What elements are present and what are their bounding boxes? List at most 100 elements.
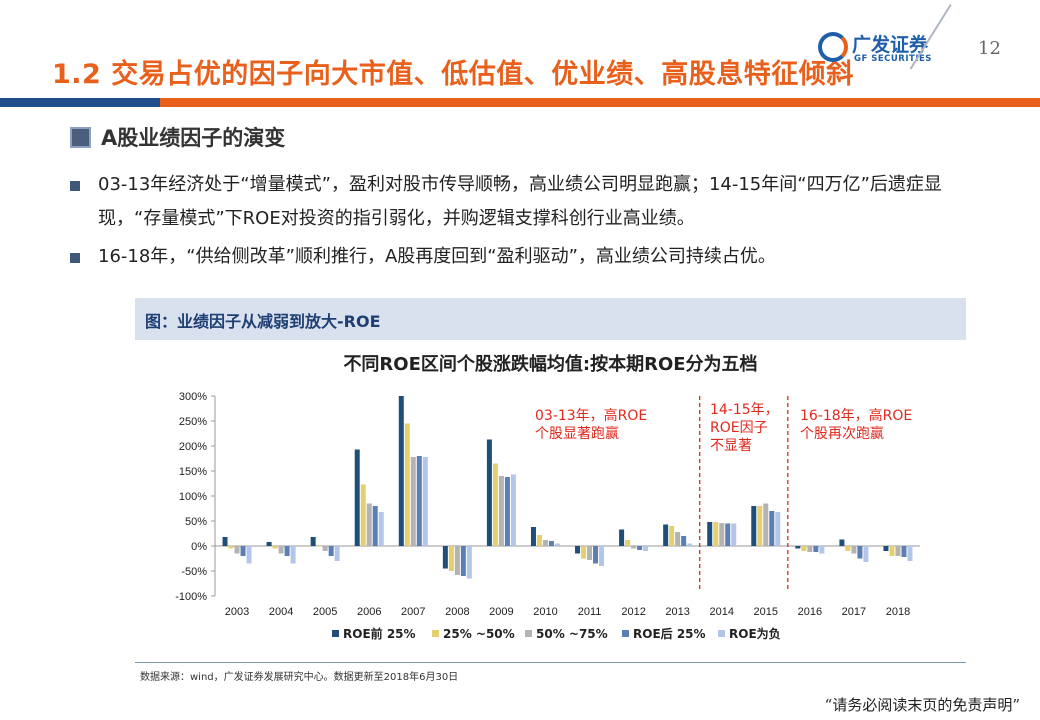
x-tick-label: 2013	[665, 606, 689, 618]
bar	[763, 503, 769, 546]
bar	[889, 546, 895, 556]
bar	[707, 522, 713, 546]
bar	[625, 540, 631, 546]
bar	[599, 546, 605, 566]
y-tick-label: 50%	[185, 516, 207, 528]
bar	[498, 476, 504, 546]
x-tick-label: 2011	[578, 606, 602, 618]
legend-label: 25% ~50%	[443, 627, 515, 641]
section-square-icon	[70, 126, 91, 148]
bar	[851, 546, 857, 554]
bar	[246, 546, 252, 564]
bar	[422, 457, 428, 546]
bar	[466, 546, 472, 579]
y-tick-label: -100%	[175, 591, 207, 603]
bullet-text: 16-18年，“供给侧改革”顺利推行，A股再度回到“盈利驱动”，高业绩公司持续占…	[98, 246, 776, 267]
y-tick-label: 300%	[179, 391, 207, 403]
bar	[316, 546, 322, 547]
chart-annotation: 03-13年，高ROE	[535, 407, 647, 424]
bar	[643, 546, 649, 551]
bar	[687, 543, 693, 546]
chart-annotation: 16-18年，高ROE	[800, 407, 912, 424]
bar	[883, 546, 889, 551]
bar	[757, 506, 763, 546]
bar	[398, 396, 404, 546]
bar	[681, 536, 687, 546]
bar	[366, 503, 372, 546]
bar	[234, 546, 240, 554]
bar	[554, 543, 560, 546]
bar	[492, 463, 498, 546]
bar	[404, 423, 410, 546]
y-tick-label: 100%	[179, 491, 207, 503]
bar	[857, 546, 863, 559]
bar	[328, 546, 334, 556]
bar	[310, 537, 316, 546]
chart-figure: 图：业绩因子从减弱到放大-ROE 不同ROE区间个股涨跌幅均值:按本期ROE分为…	[135, 298, 966, 683]
legend-label: 50% ~75%	[536, 627, 608, 641]
bar	[713, 522, 719, 546]
x-tick-label: 2003	[225, 606, 249, 618]
chart-annotation: 不显著	[710, 438, 752, 454]
disclaimer-note: “请务必阅读末页的免责声明”	[824, 696, 1020, 714]
bar	[222, 537, 228, 546]
bar	[675, 532, 681, 546]
x-tick-label: 2018	[886, 606, 910, 618]
bar	[669, 526, 675, 546]
x-tick-label: 2010	[533, 606, 557, 618]
figure-bottom-rule	[135, 662, 966, 663]
figure-label-bar: 图：业绩因子从减弱到放大-ROE	[135, 298, 966, 340]
bar	[486, 439, 492, 546]
bar	[542, 540, 548, 546]
company-logo: 广发证券 GF SECURITIES	[818, 30, 948, 70]
logo-en-text: GF SECURITIES	[854, 54, 932, 64]
header-accent-bar	[0, 98, 1040, 107]
bar	[360, 484, 366, 546]
bullet-list: 03-13年经济处于“增量模式”，盈利对股市传导顺畅，高业绩公司明显跑赢；14-…	[68, 168, 988, 278]
legend-label: ROE为负	[729, 626, 781, 641]
bar	[416, 456, 422, 546]
x-tick-label: 2014	[709, 606, 733, 618]
bar	[510, 474, 516, 546]
legend-swatch	[432, 630, 439, 637]
bar	[354, 449, 360, 546]
bar-chart: -100% -50% 0% 50% 100% 150% 200% 250% 300% 2003 20…	[175, 391, 920, 641]
section-title: A股业绩因子的演变	[101, 126, 286, 150]
y-tick-label: -50%	[181, 566, 207, 578]
bar	[581, 546, 587, 559]
legend-swatch	[622, 630, 629, 637]
x-tick-label: 2016	[798, 606, 822, 618]
chart-title: 不同ROE区间个股涨跌幅均值:按本期ROE分为五档	[343, 354, 758, 375]
bar	[530, 527, 536, 546]
chart-annotation: ROE因子	[710, 420, 768, 436]
bar	[719, 523, 725, 546]
page-number: 12	[978, 38, 1001, 59]
bar	[637, 546, 643, 550]
y-tick-label: 250%	[179, 416, 207, 428]
legend-swatch	[718, 630, 725, 637]
y-tick-label: 150%	[179, 466, 207, 478]
legend-label: ROE后 25%	[633, 626, 706, 641]
bar	[895, 546, 901, 556]
bullet-square-icon	[70, 181, 80, 191]
logo-mark-icon	[818, 32, 848, 62]
legend-label: ROE前 25%	[343, 626, 416, 641]
bar	[460, 546, 466, 576]
section-heading: A股业绩因子的演变	[70, 122, 285, 152]
x-tick-label: 2008	[445, 606, 469, 618]
bar	[378, 512, 384, 546]
bullet-item: 16-18年，“供给侧改革”顺利推行，A股再度回到“盈利驱动”，高业绩公司持续占…	[68, 240, 988, 274]
x-tick-label: 2007	[401, 606, 425, 618]
y-tick-label: 0%	[191, 541, 207, 553]
y-tick-label: 200%	[179, 441, 207, 453]
chart-annotation: 个股显著跑赢	[535, 425, 619, 442]
bullet-text: 03-13年经济处于“增量模式”，盈利对股市传导顺畅，高业绩公司明显跑赢；14-…	[98, 174, 942, 229]
bar	[631, 546, 637, 549]
bar	[504, 477, 510, 546]
bar	[334, 546, 340, 561]
bar	[410, 457, 416, 546]
x-tick-label: 2017	[842, 606, 866, 618]
bar	[548, 541, 554, 546]
x-tick-label: 2009	[489, 606, 513, 618]
bullet-item: 03-13年经济处于“增量模式”，盈利对股市传导顺畅，高业绩公司明显跑赢；14-…	[68, 168, 988, 236]
